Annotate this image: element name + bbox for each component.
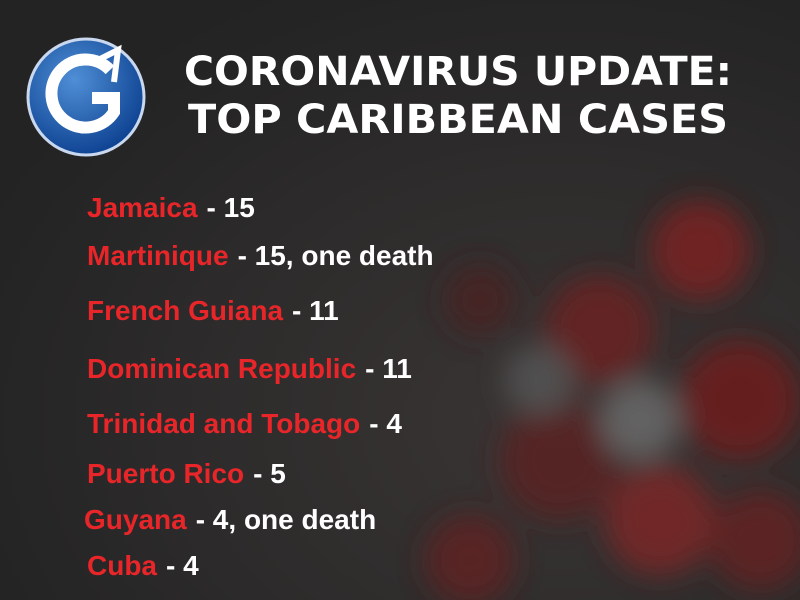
case-detail: - 4, one death	[196, 504, 376, 535]
case-detail: - 5	[253, 458, 286, 489]
title-line: TOP CARIBBEAN CASES	[188, 97, 728, 143]
case-detail: - 4	[369, 408, 402, 439]
case-detail: - 11	[292, 295, 339, 326]
country: Puerto Rico	[87, 458, 244, 489]
case-item: Jamaica - 15	[87, 192, 255, 223]
case-detail: - 4	[166, 550, 199, 581]
country: Trinidad and Tobago	[87, 408, 360, 439]
country: Martinique	[87, 240, 229, 271]
case-detail: - 11	[365, 353, 412, 384]
case-item: Puerto Rico - 5	[87, 458, 286, 489]
logo	[26, 37, 146, 157]
case-detail: - 15, one death	[238, 240, 434, 271]
country: Dominican Republic	[87, 353, 356, 384]
country: Guyana	[84, 504, 187, 535]
virus-blur	[425, 200, 800, 600]
country: Jamaica	[87, 192, 198, 223]
case-list: Jamaica - 15 Martinique - 15, one death Fren…	[84, 192, 434, 581]
case-item: French Guiana - 11	[87, 295, 339, 326]
case-item: Cuba - 4	[87, 550, 199, 581]
case-item: Martinique - 15, one death	[87, 240, 434, 271]
case-item: Trinidad and Tobago - 4	[87, 408, 402, 439]
case-item: Guyana - 4, one death	[84, 504, 376, 535]
title-line: CORONAVIRUS UPDATE:	[184, 49, 732, 95]
case-item: Dominican Republic - 11	[87, 353, 412, 384]
case-detail: - 15	[207, 192, 255, 223]
country: French Guiana	[87, 295, 283, 326]
country: Cuba	[87, 550, 157, 581]
